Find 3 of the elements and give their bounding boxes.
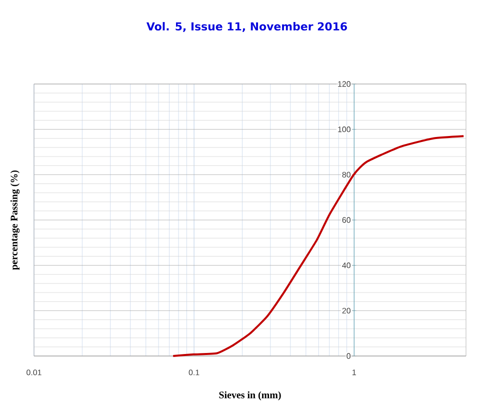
text: Vol. 5, Issue 11, November 2016 bbox=[146, 22, 347, 32]
y-axis-title: percentage Passing (%) bbox=[10, 170, 20, 270]
x-axis-title: Sieves in (mm) bbox=[219, 391, 281, 400]
